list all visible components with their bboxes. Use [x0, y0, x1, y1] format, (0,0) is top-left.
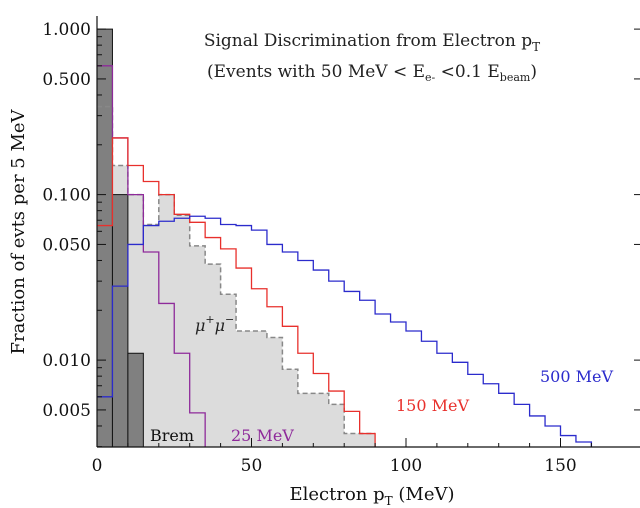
series-label-mumu: μ+μ− — [195, 313, 234, 335]
brem-bar — [127, 352, 144, 447]
series-label-150mev: 150 MeV — [396, 396, 469, 415]
y-tick-label: 0.010 — [42, 351, 91, 371]
y-tick-label: 0.100 — [42, 186, 91, 206]
signal-500mev-line — [97, 215, 593, 447]
y-tick-label: 1.000 — [42, 20, 91, 40]
plot-area — [97, 28, 593, 447]
chart-title-line-2: (Events with 50 MeV < Ee- <0.1 Ebeam) — [207, 62, 537, 84]
y-tick-label: 0.005 — [42, 401, 91, 421]
x-tick-label: 0 — [92, 456, 103, 476]
y-axis-title: Fraction of evts per 5 MeV — [8, 108, 29, 354]
y-tick-label: 0.050 — [42, 235, 91, 255]
signal-150mev-line — [97, 137, 376, 447]
x-tick-label: 150 — [544, 456, 576, 476]
series-label-25mev: 25 MeV — [231, 426, 294, 445]
y-axis-ticks: 0.005 0.010 0.050 0.100 0.500 1.000 — [42, 20, 640, 448]
y-tick-label: 0.500 — [42, 70, 91, 90]
mumu-area — [97, 106, 376, 447]
x-tick-label: 50 — [241, 456, 263, 476]
x-axis-ticks: 0 50 100 150 — [92, 438, 592, 476]
series-label-brem: Brem — [150, 426, 194, 445]
brem-bar — [97, 28, 113, 447]
x-axis-title: Electron pT (MeV) — [289, 484, 454, 508]
chart-title-line-1: Signal Discrimination from Electron pT — [204, 31, 540, 54]
x-tick-label: 100 — [390, 456, 422, 476]
brem-bar — [111, 194, 129, 447]
series-label-500mev: 500 MeV — [540, 367, 613, 386]
